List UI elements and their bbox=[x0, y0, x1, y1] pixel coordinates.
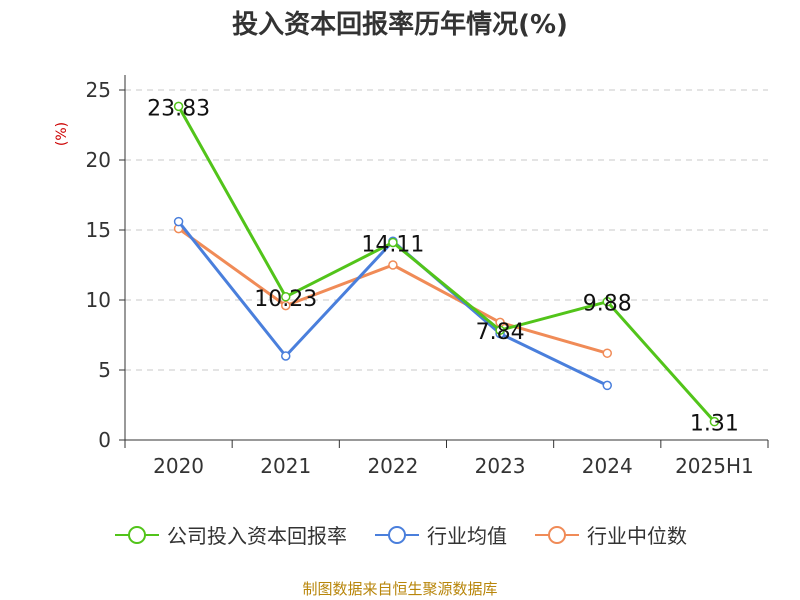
data-point bbox=[281, 300, 291, 311]
legend-label: 行业中位数 bbox=[587, 524, 687, 548]
x-tick-label: 2022 bbox=[367, 454, 418, 478]
data-point bbox=[388, 237, 398, 248]
data-label: 14.11 bbox=[361, 232, 424, 257]
data-point bbox=[173, 101, 184, 112]
y-tick-label: 20 bbox=[86, 148, 111, 172]
y-tick-label: 10 bbox=[86, 288, 111, 312]
legend-label: 行业均值 bbox=[427, 524, 507, 548]
legend-line-marker-icon bbox=[375, 525, 419, 544]
x-tick-label: 2024 bbox=[582, 454, 633, 478]
data-point bbox=[495, 325, 505, 335]
legend-label: 公司投入资本回报率 bbox=[167, 524, 347, 548]
data-label: 1.31 bbox=[690, 412, 739, 437]
data-point bbox=[709, 416, 720, 427]
legend-item-company[interactable]: 公司投入资本回报率 bbox=[113, 520, 347, 549]
x-tick-label: 2025H1 bbox=[675, 454, 754, 478]
data-point bbox=[602, 296, 612, 307]
data-label: 9.88 bbox=[583, 292, 632, 317]
legend-item-industry-mean[interactable]: 行业均值 bbox=[373, 520, 507, 549]
y-tick-label: 15 bbox=[86, 218, 111, 242]
data-label: 10.23 bbox=[254, 287, 317, 312]
x-tick-label: 2021 bbox=[260, 454, 311, 478]
legend: 公司投入资本回报率 行业均值 行业中位数 bbox=[0, 520, 800, 549]
chart-title: 投入资本回报率历年情况(%) bbox=[232, 10, 568, 40]
data-label: 23.83 bbox=[147, 96, 210, 121]
line-chart: 0 5 10 15 20 25 2020 2021 2022 2023 2024 2025H1 23.8… bbox=[86, 75, 769, 478]
data-label: 7.84 bbox=[476, 320, 525, 345]
source-note: 制图数据来自恒生聚源数据库 bbox=[302, 580, 498, 598]
data-point bbox=[602, 348, 612, 358]
series-line bbox=[177, 105, 716, 423]
data-point bbox=[602, 380, 612, 391]
data-point bbox=[173, 216, 184, 227]
x-tick-label: 2020 bbox=[153, 454, 204, 478]
data-point bbox=[281, 351, 291, 361]
data-point bbox=[281, 292, 291, 302]
x-tick-label: 2023 bbox=[475, 454, 526, 478]
data-point bbox=[388, 260, 398, 270]
y-tick-label: 25 bbox=[86, 78, 111, 102]
legend-line-marker-icon bbox=[115, 525, 159, 544]
legend-item-industry-median[interactable]: 行业中位数 bbox=[533, 520, 687, 549]
legend-line-marker-icon bbox=[535, 525, 579, 544]
y-tick-label: 0 bbox=[98, 428, 111, 452]
y-tick-label: 5 bbox=[98, 358, 111, 382]
